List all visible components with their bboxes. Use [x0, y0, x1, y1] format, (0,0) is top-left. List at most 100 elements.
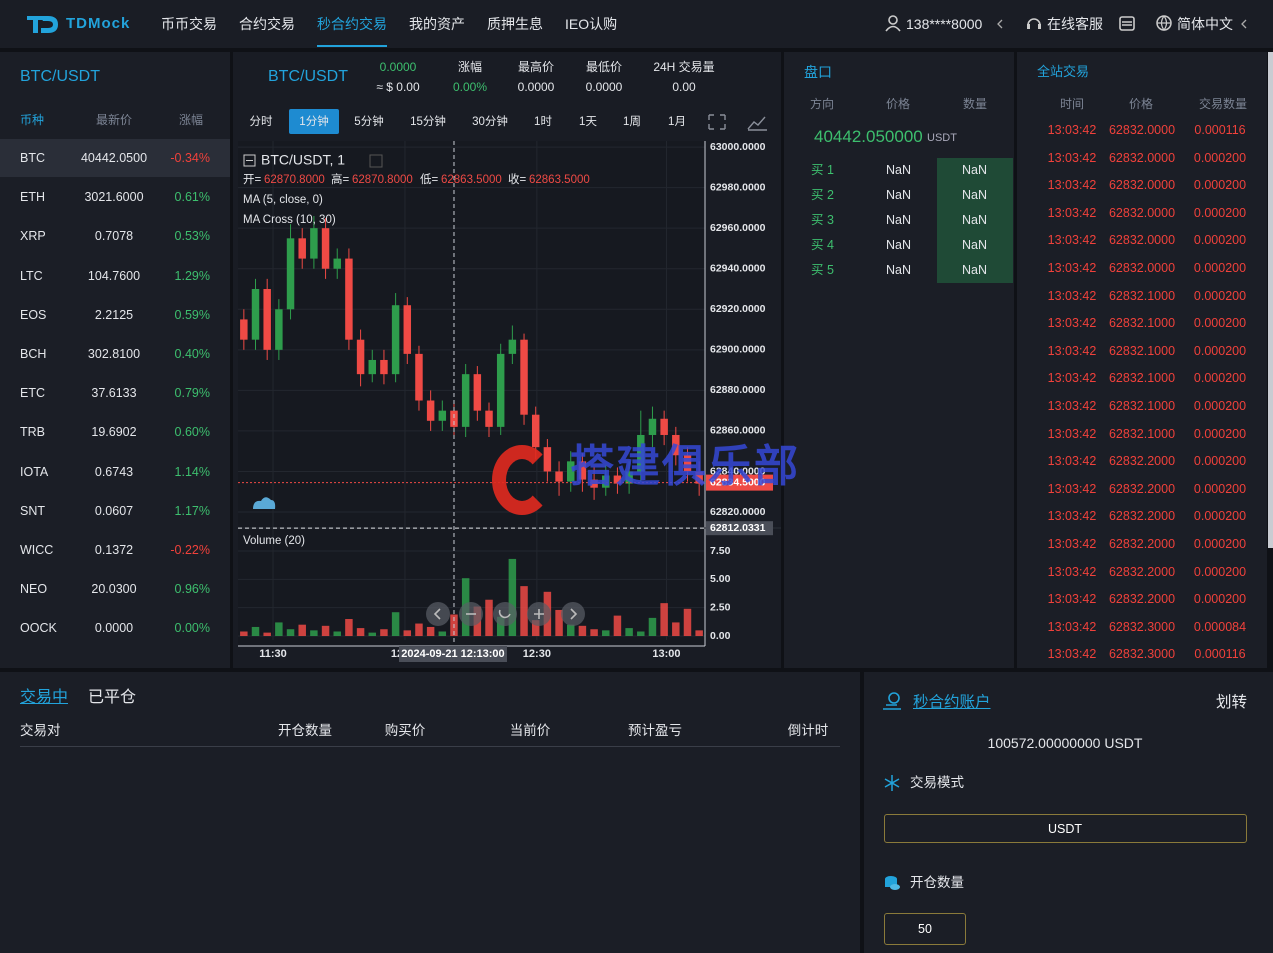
volume-bar [368, 632, 376, 637]
coin-change[interactable]: 0.53% [174, 229, 210, 244]
account-icon [883, 692, 901, 710]
coin-price[interactable]: 19.6902 [91, 425, 137, 440]
coin-name[interactable]: LTC [20, 268, 43, 283]
trade-cell: 0.000200 [1193, 371, 1247, 386]
stat-value: 0.0000 [585, 80, 623, 94]
nav-item[interactable]: 秒合约交易 [317, 16, 387, 32]
interval-button[interactable]: 1周 [623, 116, 641, 128]
amount-value[interactable]: 50 [918, 922, 932, 936]
coin-name[interactable]: OOCK [20, 621, 57, 636]
chart-tools[interactable] [705, 112, 775, 132]
coin-price[interactable]: 20.0300 [91, 582, 137, 597]
volume-bar [403, 630, 412, 637]
coin-price[interactable]: 0.1372 [94, 543, 134, 557]
coin-name[interactable]: ETH [20, 190, 45, 205]
coin-price[interactable]: 40442.0500 [80, 151, 148, 165]
coin-change[interactable]: 0.00% [174, 621, 210, 636]
side: 买 5 [811, 263, 834, 277]
tab[interactable]: 交易中 [20, 689, 69, 706]
coin-price[interactable]: 302.8100 [87, 347, 141, 361]
coin-price[interactable]: 37.6133 [91, 386, 137, 401]
volume-bar [578, 625, 587, 637]
interval-button[interactable]: 1分钟 [299, 116, 329, 128]
coin-change[interactable]: -0.22% [170, 543, 210, 557]
coin-name[interactable]: BTC [20, 151, 45, 165]
trade-cell: 13:03:42 [1047, 426, 1097, 441]
interval-button[interactable]: 1天 [579, 116, 597, 128]
scrollbar[interactable] [1268, 52, 1273, 548]
coin-name[interactable]: XRP [20, 229, 46, 244]
watermark: 搭建俱乐部 [570, 442, 800, 491]
volume-bar [695, 630, 703, 637]
depth-cell [937, 232, 1013, 258]
coin-name[interactable]: BCH [20, 347, 47, 361]
coin-change[interactable]: 0.40% [174, 347, 210, 361]
volume-bar [333, 631, 341, 637]
coin-price[interactable]: 3021.6000 [84, 190, 144, 205]
nav-item[interactable]: 合约交易 [239, 16, 295, 32]
coin-price[interactable]: 0.7078 [94, 229, 134, 244]
nav-item[interactable]: IEO认购 [565, 16, 618, 32]
interval-button[interactable]: 1月 [668, 116, 686, 128]
interval-button[interactable]: 5分钟 [354, 116, 384, 128]
volume-bar [485, 599, 493, 637]
coin-name[interactable]: SNT [20, 503, 45, 518]
user-name[interactable]: 138****8000 [906, 16, 983, 32]
coin-price[interactable]: 104.7600 [87, 268, 141, 283]
nav-item[interactable]: 币币交易 [161, 16, 217, 32]
column-header: 交易数量 [1198, 97, 1248, 111]
volume-bar [590, 629, 598, 637]
interval-button[interactable]: 15分钟 [410, 116, 446, 128]
trade-cell: 0.000200 [1193, 178, 1247, 193]
language-select[interactable]: 简体中文 [1177, 16, 1233, 32]
trade-cell: 13:03:42 [1047, 233, 1097, 248]
indicator-label: MA Cross (10, 30) [243, 214, 336, 226]
coin-change[interactable]: 1.14% [174, 464, 210, 479]
candle-body [263, 289, 271, 350]
coin-name[interactable]: TRB [20, 425, 45, 440]
nav-item[interactable]: 我的资产 [409, 16, 465, 32]
coin-change[interactable]: 0.96% [174, 582, 210, 597]
column-header: 交易对 [20, 723, 61, 738]
trade-cell: 13:03:42 [1047, 564, 1097, 579]
volume-bar [637, 631, 645, 637]
candle-body [672, 434, 680, 456]
coin-name[interactable]: NEO [20, 582, 48, 597]
book-price: 40442.050000 [814, 127, 923, 146]
depth-cell [937, 257, 1013, 283]
nav-item[interactable]: 质押生息 [487, 16, 543, 32]
service-link[interactable]: 在线客服 [1047, 16, 1103, 32]
interval-button[interactable]: 30分钟 [472, 116, 508, 128]
price: NaN [886, 213, 912, 227]
coin-price[interactable]: 2.2125 [94, 307, 134, 322]
candle-body [567, 461, 575, 482]
coin-name[interactable]: IOTA [20, 464, 49, 479]
coin-name[interactable]: ETC [20, 386, 45, 401]
transfer-link[interactable]: 划转 [1215, 694, 1247, 711]
coin-price[interactable]: 0.6743 [94, 464, 134, 479]
download-icon[interactable] [1118, 14, 1136, 32]
coin-change[interactable]: 0.59% [174, 307, 210, 322]
coin-name[interactable]: WICC [20, 543, 54, 557]
coin-change[interactable]: 1.17% [174, 503, 210, 518]
amount-input[interactable] [884, 913, 966, 945]
account-title[interactable]: 秒合约账户 [913, 694, 991, 711]
candle-body [450, 410, 458, 427]
coin-name[interactable]: EOS [20, 307, 47, 322]
globe-icon [1156, 15, 1172, 32]
coin-change[interactable]: 0.60% [174, 425, 210, 440]
coin-price[interactable]: 0.0607 [94, 503, 134, 518]
coin-change[interactable]: 0.79% [174, 386, 210, 401]
candle-body [543, 447, 552, 472]
coin-change[interactable]: 1.29% [174, 268, 210, 283]
logo-text[interactable]: TDMock [66, 15, 131, 32]
coin-price[interactable]: 0.0000 [94, 621, 134, 636]
interval-button[interactable]: 1时 [534, 116, 552, 128]
coin-change[interactable]: -0.34% [170, 151, 210, 165]
ohlc-label: 开= [243, 174, 261, 186]
mode-value[interactable]: USDT [1047, 822, 1083, 836]
interval-button[interactable]: 分时 [249, 116, 273, 128]
coin-change[interactable]: 0.61% [174, 190, 210, 205]
tab[interactable]: 已平仓 [88, 689, 137, 706]
mode-button[interactable] [884, 814, 1247, 843]
